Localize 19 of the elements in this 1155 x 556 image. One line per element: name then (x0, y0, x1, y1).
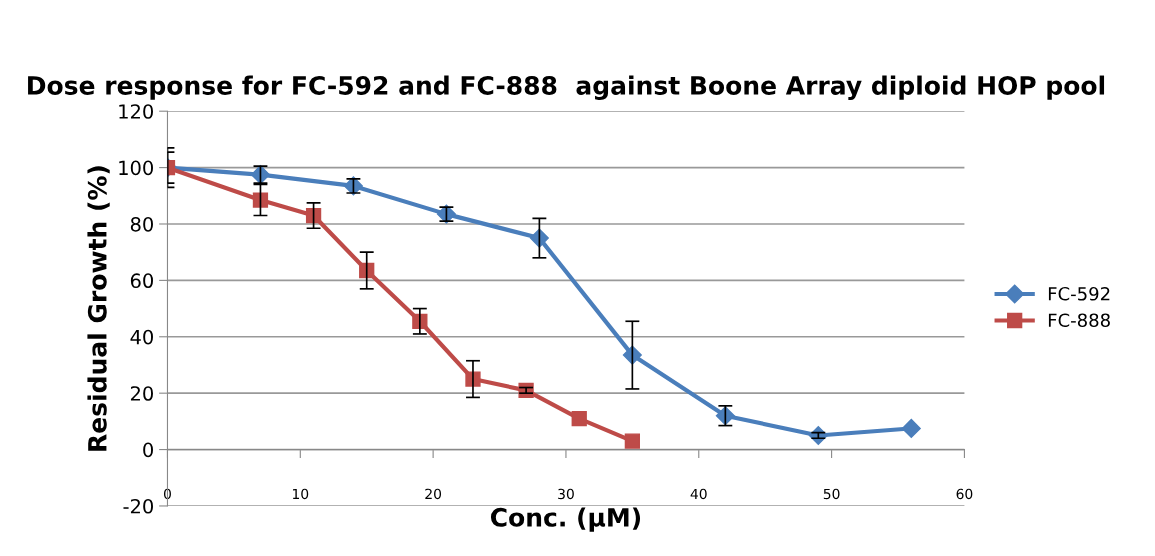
y-tick-label: 80 (130, 216, 153, 232)
y-tick-label: 60 (130, 273, 153, 289)
x-tick-label: 40 (690, 488, 707, 500)
x-tick-label: 20 (425, 488, 442, 500)
x-axis-title: Conc. (µM) (490, 507, 641, 532)
chart-title: Dose response for FC-592 and FC-888 against Boone Array diploid HOP pool (28, 75, 1105, 100)
y-tick-label: 40 (130, 329, 153, 345)
x-tick-label: 10 (292, 488, 309, 500)
x-tick-label: 60 (956, 488, 973, 500)
x-tick-label: 50 (823, 488, 840, 500)
y-tick-label: 0 (143, 442, 153, 458)
y-tick-label: 120 (119, 104, 153, 119)
legend-label: FC-888 (1048, 313, 1110, 328)
y-tick-label: 100 (119, 160, 153, 176)
y-tick-label: -20 (123, 498, 153, 514)
legend-label: FC-592 (1048, 286, 1110, 301)
x-tick-label: 30 (558, 488, 574, 500)
y-tick-label: 20 (130, 386, 153, 401)
y-axis-title: Residual Growth (%) (87, 166, 110, 451)
